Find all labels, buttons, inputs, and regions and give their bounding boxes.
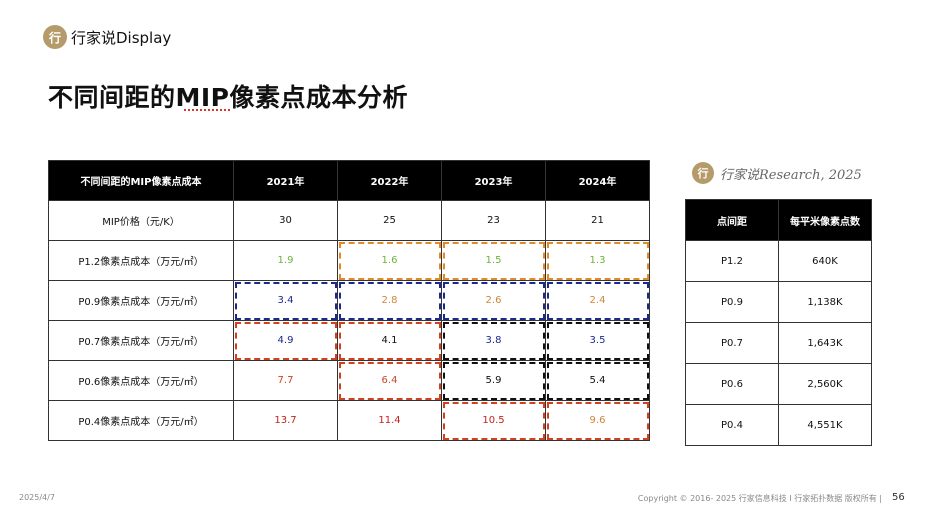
table-row: MIP价格（元/K） 30 25 23 21 [48,200,650,241]
table-cell: 30 [233,200,338,241]
table-row: P0.7像素点成本（万元/㎡） 4.9 4.1 3.8 3.5 [48,320,650,361]
research-source: 行 行家说Research, 2025 [692,162,862,184]
mip-cost-table: 不同间距的MIP像素点成本 2021年 2022年 2023年 2024年 MI… [48,160,650,441]
table-cell: 2.8 [337,280,442,321]
table-cell: 10.5 [441,400,546,441]
header-cell: 每平米像素点数 [778,199,872,241]
table-cell: 1,643K [778,322,872,364]
table-cell: P0.4 [685,404,779,446]
pixel-density-table: 点间距 每平米像素点数 P1.2 640K P0.9 1,138K P0.7 1… [685,199,872,446]
footer-copyright: Copyright © 2016- 2025 行家信息科技 I 行家拓扑数据 版… [637,494,882,503]
table-cell: P0.9 [685,281,779,323]
table-cell: 9.6 [545,400,650,441]
table-cell: 6.4 [337,360,442,401]
header-cell: 不同间距的MIP像素点成本 [48,160,234,201]
table-cell: 3.8 [441,320,546,361]
row-label: P0.7像素点成本（万元/㎡） [48,320,234,361]
header-cell: 2022年 [337,160,442,201]
table-cell: 5.9 [441,360,546,401]
research-label: 行家说Research, 2025 [720,167,862,183]
table-cell: P0.7 [685,322,779,364]
table-row: P1.2 640K [685,240,872,282]
row-label: P1.2像素点成本（万元/㎡） [48,240,234,281]
table-cell: 2.6 [441,280,546,321]
table-cell: 13.7 [233,400,338,441]
brand-logo-icon: 行 [43,25,67,49]
brand-logo: 行 行家说Display [43,25,171,49]
table-cell: 3.4 [233,280,338,321]
table-cell: 25 [337,200,442,241]
table-row: P0.4 4,551K [685,404,872,446]
table-cell: 7.7 [233,360,338,401]
page-number: 56 [892,492,905,503]
header-cell: 2023年 [441,160,546,201]
table-row: P1.2像素点成本（万元/㎡） 1.9 1.6 1.5 1.3 [48,240,650,281]
header-cell: 2021年 [233,160,338,201]
table-cell: 23 [441,200,546,241]
table-cell: 2.4 [545,280,650,321]
row-label: P0.6像素点成本（万元/㎡） [48,360,234,401]
table-cell: 1,138K [778,281,872,323]
table-row: P0.4像素点成本（万元/㎡） 13.7 11.4 10.5 9.6 [48,400,650,441]
table-cell: P1.2 [685,240,779,282]
table-cell: 4.9 [233,320,338,361]
table-row: P0.6像素点成本（万元/㎡） 7.7 6.4 5.9 5.4 [48,360,650,401]
page-title: 不同间距的MIP像素点成本分析 [48,83,409,112]
spellcheck-underline [184,106,230,111]
table-cell: 4.1 [337,320,442,361]
table-cell: 5.4 [545,360,650,401]
table-cell: 2,560K [778,363,872,405]
table-cell: 1.5 [441,240,546,281]
row-label: MIP价格（元/K） [48,200,234,241]
table-header-row: 不同间距的MIP像素点成本 2021年 2022年 2023年 2024年 [48,160,650,201]
table-cell: 11.4 [337,400,442,441]
research-logo-icon: 行 [692,162,714,184]
row-label: P0.4像素点成本（万元/㎡） [48,400,234,441]
table-row: P0.6 2,560K [685,363,872,405]
table-row: P0.9 1,138K [685,281,872,323]
table-cell: 1.9 [233,240,338,281]
table-cell: 640K [778,240,872,282]
table-row: P0.9像素点成本（万元/㎡） 3.4 2.8 2.6 2.4 [48,280,650,321]
header-cell: 点间距 [685,199,779,241]
table-cell: 1.6 [337,240,442,281]
table-row: P0.7 1,643K [685,322,872,364]
row-label: P0.9像素点成本（万元/㎡） [48,280,234,321]
table-cell: 21 [545,200,650,241]
header-cell: 2024年 [545,160,650,201]
table-cell: P0.6 [685,363,779,405]
footer-date: 2025/4/7 [19,493,55,502]
table-cell: 3.5 [545,320,650,361]
table-cell: 4,551K [778,404,872,446]
brand-name: 行家说Display [71,28,172,47]
table-header-row: 点间距 每平米像素点数 [685,199,872,241]
table-cell: 1.3 [545,240,650,281]
